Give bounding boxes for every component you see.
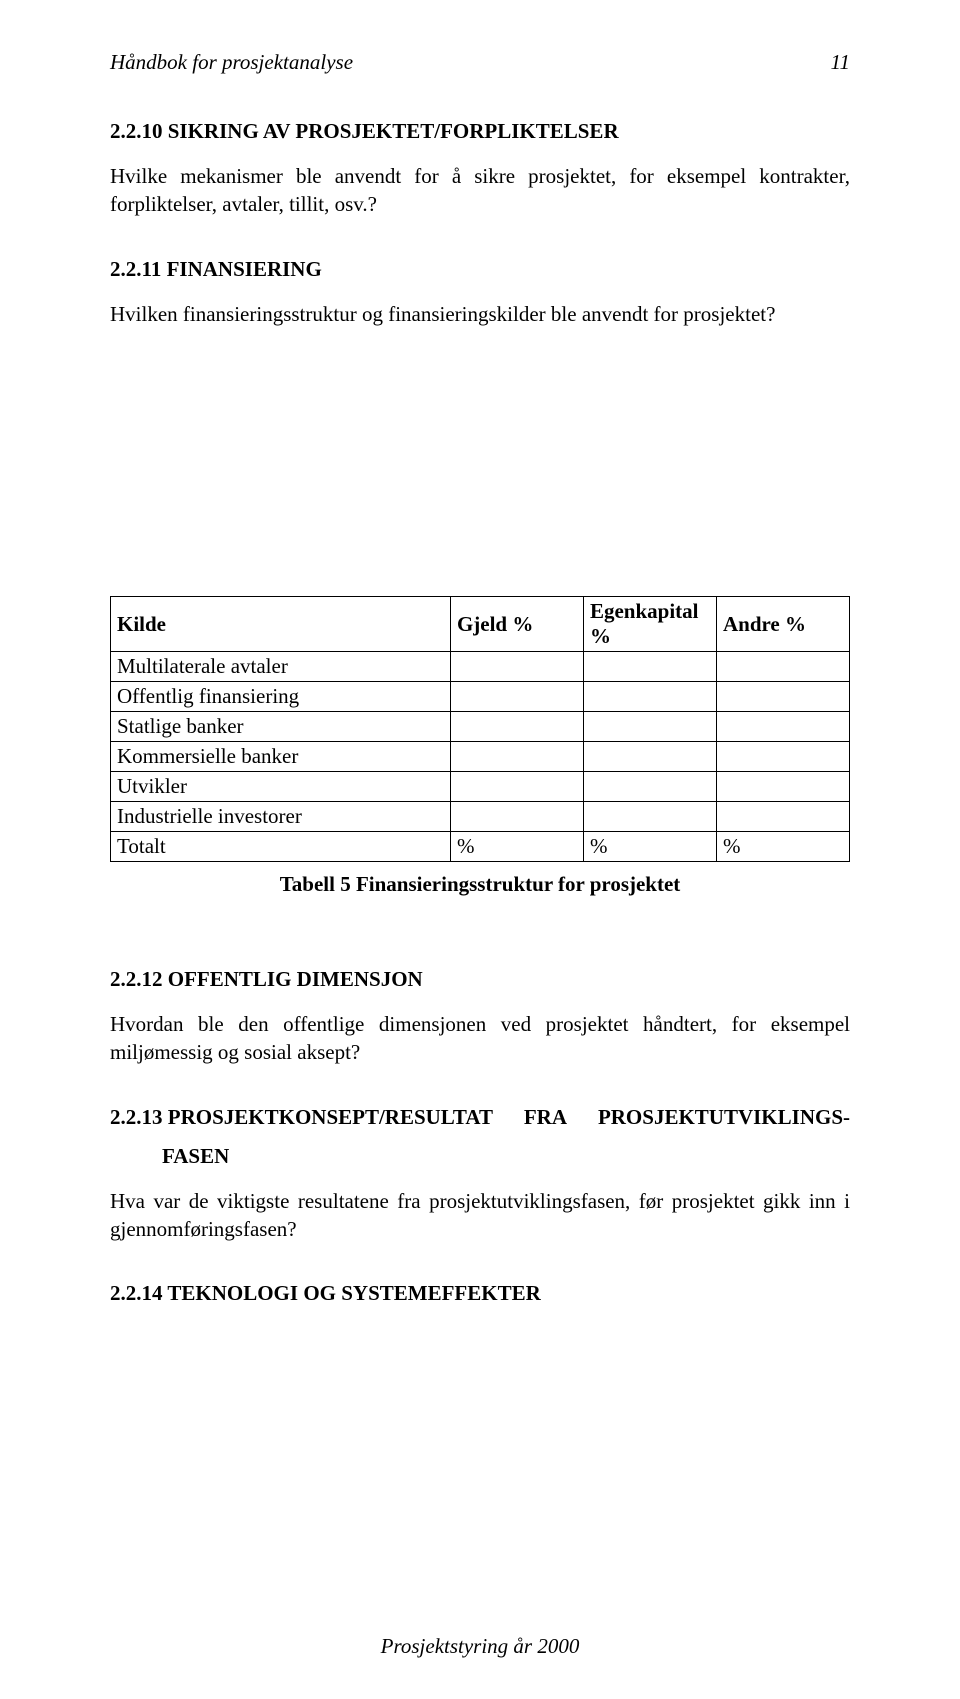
table-total-row: Totalt % % % xyxy=(111,832,850,862)
row-cell xyxy=(450,772,583,802)
heading-2-2-13-mid: FRA xyxy=(524,1105,567,1130)
row-cell xyxy=(583,802,716,832)
row-label: Industrielle investorer xyxy=(111,802,451,832)
page-footer: Prosjektstyring år 2000 xyxy=(0,1634,960,1659)
table-row: Industrielle investorer xyxy=(111,802,850,832)
row-label: Statlige banker xyxy=(111,712,451,742)
heading-2-2-14-text: 2.2.14 TEKNOLOGI OG SYSTEMEFFEKTER xyxy=(110,1281,541,1305)
table-row: Utvikler xyxy=(111,772,850,802)
spacer xyxy=(110,366,850,596)
heading-2-2-10: 2.2.10 SIKRING AV PROSJEKTET/FORPLIKTELS… xyxy=(110,119,850,144)
total-cell: % xyxy=(583,832,716,862)
row-cell xyxy=(716,712,849,742)
row-cell xyxy=(450,742,583,772)
table-header-row: Kilde Gjeld % Egenkapital % Andre % xyxy=(111,597,850,652)
table-row: Multilaterale avtaler xyxy=(111,652,850,682)
heading-2-2-13: 2.2.13 PROSJEKTKONSEPT/RESULTAT FRA PROS… xyxy=(110,1105,850,1130)
row-cell xyxy=(716,742,849,772)
row-cell xyxy=(450,712,583,742)
heading-2-2-12-text: 2.2.12 OFFENTLIG DIMENSJON xyxy=(110,967,423,991)
row-cell xyxy=(583,742,716,772)
th-kilde: Kilde xyxy=(111,597,451,652)
th-gjeld: Gjeld % xyxy=(450,597,583,652)
header-page-number: 11 xyxy=(831,50,850,75)
heading-2-2-11: 2.2.11 FINANSIERING xyxy=(110,257,850,282)
body-2-2-12: Hvordan ble den offentlige dimensjonen v… xyxy=(110,1010,850,1067)
row-cell xyxy=(583,772,716,802)
row-cell xyxy=(716,682,849,712)
finance-table: Kilde Gjeld % Egenkapital % Andre % Mult… xyxy=(110,596,850,862)
heading-2-2-14: 2.2.14 TEKNOLOGI OG SYSTEMEFFEKTER xyxy=(110,1281,850,1306)
heading-2-2-13-cont: FASEN xyxy=(162,1144,850,1169)
heading-2-2-13-right: PROSJEKTUTVIKLINGS- xyxy=(598,1105,850,1130)
table-row: Statlige banker xyxy=(111,712,850,742)
row-label: Offentlig finansiering xyxy=(111,682,451,712)
row-label: Multilaterale avtaler xyxy=(111,652,451,682)
th-andre: Andre % xyxy=(716,597,849,652)
total-label: Totalt xyxy=(111,832,451,862)
row-label: Kommersielle banker xyxy=(111,742,451,772)
row-cell xyxy=(583,652,716,682)
heading-2-2-11-text: 2.2.11 FINANSIERING xyxy=(110,257,322,281)
total-cell: % xyxy=(450,832,583,862)
body-2-2-10: Hvilke mekanismer ble anvendt for å sikr… xyxy=(110,162,850,219)
page-header: Håndbok for prosjektanalyse 11 xyxy=(110,50,850,75)
row-cell xyxy=(583,712,716,742)
table-row: Offentlig finansiering xyxy=(111,682,850,712)
row-cell xyxy=(583,682,716,712)
row-label: Utvikler xyxy=(111,772,451,802)
total-cell: % xyxy=(716,832,849,862)
row-cell xyxy=(450,652,583,682)
row-cell xyxy=(716,802,849,832)
heading-2-2-10-text: 2.2.10 SIKRING AV PROSJEKTET/FORPLIKTELS… xyxy=(110,119,619,143)
heading-2-2-12: 2.2.12 OFFENTLIG DIMENSJON xyxy=(110,967,850,992)
th-egenkapital: Egenkapital % xyxy=(583,597,716,652)
row-cell xyxy=(450,802,583,832)
heading-2-2-13-left: 2.2.13 PROSJEKTKONSEPT/RESULTAT xyxy=(110,1105,493,1130)
row-cell xyxy=(716,772,849,802)
table-row: Kommersielle banker xyxy=(111,742,850,772)
body-2-2-11: Hvilken finansieringsstruktur og finansi… xyxy=(110,300,850,328)
body-2-2-13: Hva var de viktigste resultatene fra pro… xyxy=(110,1187,850,1244)
row-cell xyxy=(716,652,849,682)
table-caption: Tabell 5 Finansieringsstruktur for prosj… xyxy=(110,872,850,897)
row-cell xyxy=(450,682,583,712)
header-title: Håndbok for prosjektanalyse xyxy=(110,50,353,75)
